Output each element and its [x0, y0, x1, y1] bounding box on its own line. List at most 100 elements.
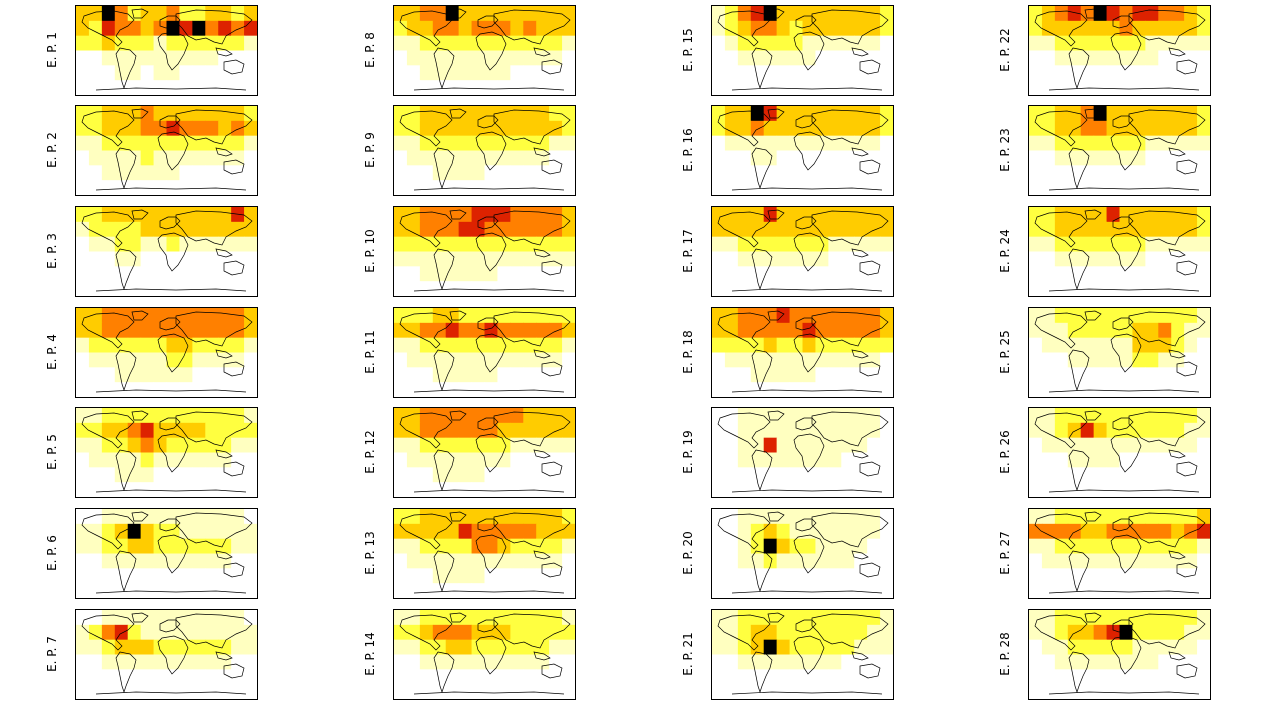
heatmap-cell	[484, 523, 498, 540]
heatmap-cell	[458, 367, 473, 383]
heatmap-cell	[1106, 583, 1120, 598]
coastline	[717, 10, 771, 47]
heatmap-cell	[1054, 437, 1069, 453]
heatmap-cell	[153, 165, 167, 181]
heatmap-cell	[1184, 553, 1198, 569]
heatmap-cell	[1093, 322, 1108, 339]
heatmap-cell	[1119, 180, 1133, 195]
heatmap-cell	[471, 482, 485, 497]
heatmap-cell	[750, 322, 765, 339]
heatmap-cell	[1029, 80, 1043, 95]
coastline	[493, 411, 571, 447]
heatmap-cell	[867, 437, 881, 453]
coastline	[475, 635, 507, 675]
map-panel: E. P. 14	[363, 609, 576, 700]
heatmap-cell	[776, 408, 791, 424]
heatmap-cell	[737, 322, 752, 339]
heatmap-cell	[802, 568, 816, 584]
heatmap-cell	[828, 422, 842, 439]
heatmap-cell	[1080, 509, 1095, 525]
heatmap-cell	[471, 568, 485, 584]
heatmap-cell	[127, 180, 142, 195]
heatmap-cell	[394, 35, 408, 51]
coastline	[1034, 412, 1088, 449]
heatmap-cell	[510, 382, 524, 397]
heatmap-cell	[445, 150, 460, 166]
coastline	[115, 147, 137, 190]
heatmap-cell	[867, 352, 881, 368]
heatmap-cell	[841, 467, 855, 483]
heatmap-cell	[1029, 610, 1043, 626]
heatmap-cell	[854, 408, 868, 424]
map-frame	[75, 307, 258, 398]
heatmap-cell	[802, 553, 816, 569]
heatmap-cell	[244, 35, 257, 51]
heatmap-cell	[1054, 120, 1069, 137]
heatmap-cell	[1158, 509, 1172, 525]
heatmap-cell	[101, 106, 116, 122]
heatmap-cell	[445, 281, 460, 296]
heatmap-cell	[432, 165, 447, 181]
heatmap-cell	[1184, 308, 1198, 324]
map-panel: E. P. 1	[45, 5, 258, 96]
heatmap-cell	[523, 150, 537, 166]
heatmap-cell	[750, 482, 765, 497]
heatmap-cell	[1029, 281, 1043, 296]
heatmap-cell	[244, 367, 257, 383]
heatmap-cell	[523, 610, 537, 626]
heatmap-cell	[432, 408, 447, 424]
heatmap-cell	[523, 367, 537, 383]
heatmap-cell	[776, 654, 791, 670]
heatmap-cell	[549, 437, 563, 453]
heatmap-cell	[712, 165, 726, 181]
heatmap-cell	[510, 610, 524, 626]
heatmap-cell	[750, 610, 765, 626]
heatmap-cell	[166, 408, 180, 424]
heatmap-cell	[101, 553, 116, 569]
heatmap-cell	[179, 35, 193, 51]
heatmap-cell	[523, 568, 537, 584]
heatmap-cell	[763, 422, 778, 439]
coastline	[433, 449, 455, 492]
heatmap-cell	[432, 610, 447, 626]
heatmap-cell	[562, 538, 575, 554]
heatmap-cell	[1067, 221, 1082, 238]
heatmap-cell	[815, 180, 829, 195]
heatmap-cell	[192, 150, 206, 166]
heatmap-cell	[1093, 180, 1108, 195]
heatmap-cell	[1054, 251, 1069, 267]
heatmap-cell	[192, 352, 206, 368]
heatmap-cell	[458, 80, 473, 95]
heatmap-cell	[192, 452, 206, 468]
heatmap-cell	[484, 452, 498, 468]
heatmap-cell	[789, 669, 803, 685]
heatmap-cell	[802, 65, 816, 81]
heatmap-cell	[471, 221, 485, 238]
heatmap-cell	[179, 6, 193, 22]
heatmap-cell	[406, 20, 421, 37]
heatmap-cell	[549, 452, 563, 468]
heatmap-cell	[549, 684, 563, 699]
coastline	[1068, 147, 1090, 190]
heatmap-cell	[497, 367, 511, 383]
heatmap-cell	[815, 437, 829, 453]
heatmap-cell	[763, 106, 778, 122]
heatmap-cell	[1197, 35, 1210, 51]
coastline	[81, 10, 135, 47]
heatmap-cell	[445, 50, 460, 66]
heatmap-cell	[76, 482, 90, 497]
heatmap-cell	[1106, 553, 1120, 569]
heatmap-cell	[1119, 467, 1133, 483]
heatmap-cell	[179, 120, 193, 137]
heatmap-cell	[88, 452, 103, 468]
heatmap-svg	[1029, 106, 1210, 195]
heatmap-cell	[192, 135, 206, 151]
heatmap-cell	[562, 80, 575, 95]
heatmap-cell	[523, 251, 537, 267]
heatmap-cell	[789, 337, 803, 353]
heatmap-cell	[114, 467, 129, 483]
heatmap-cell	[562, 382, 575, 397]
coastline	[851, 47, 869, 57]
heatmap-cell	[484, 150, 498, 166]
heatmap-cell	[1029, 684, 1043, 699]
